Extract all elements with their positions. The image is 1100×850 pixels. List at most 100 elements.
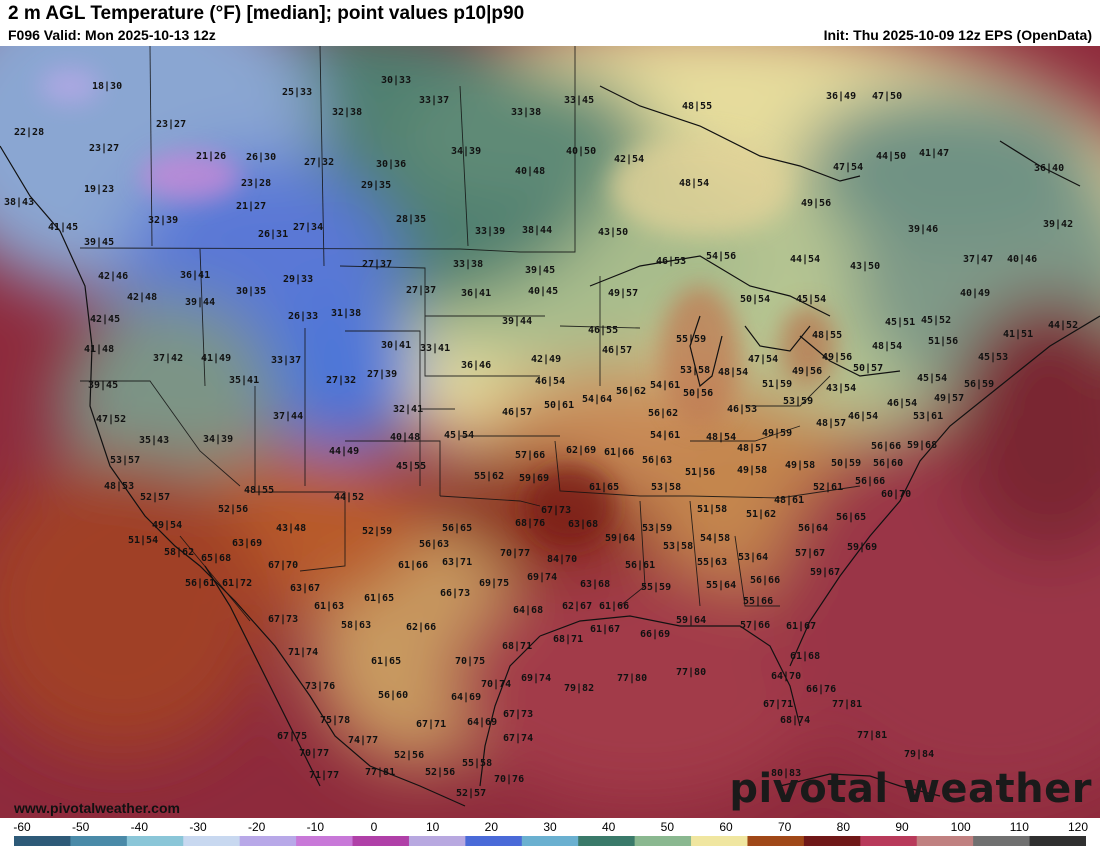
point-value: 58|62 [164, 547, 195, 558]
point-value: 43|48 [276, 523, 307, 534]
point-value: 61|63 [314, 601, 345, 612]
point-value: 60|70 [881, 489, 912, 500]
point-value: 55|66 [743, 596, 774, 607]
point-value: 40|45 [528, 286, 559, 297]
point-value: 46|57 [502, 407, 533, 418]
point-value: 67|73 [503, 709, 534, 720]
point-value: 45|54 [917, 373, 948, 384]
scale-tick-label: 70 [777, 820, 792, 834]
point-value: 42|45 [90, 314, 121, 325]
point-value: 30|35 [236, 286, 267, 297]
point-value: 47|52 [96, 414, 127, 425]
point-value: 49|56 [792, 366, 823, 377]
point-value: 21|26 [196, 151, 227, 162]
point-value: 46|54 [887, 398, 918, 409]
point-value: 23|27 [156, 119, 187, 130]
point-value: 56|61 [625, 560, 656, 571]
point-value: 40|48 [515, 166, 546, 177]
point-value: 47|54 [833, 162, 864, 173]
scale-tick-label: 20 [484, 820, 499, 834]
point-value-labels: 18|30 25|33 30|33 33|37 32|38 33|45 48|55 33|38… [0, 46, 1100, 818]
scale-segment [239, 836, 297, 846]
scale-segment [183, 836, 241, 846]
point-value: 63|68 [568, 519, 599, 530]
point-value: 61|66 [398, 560, 429, 571]
point-value: 56|61 [185, 578, 216, 589]
scale-tick-label: 120 [1067, 820, 1089, 834]
point-value: 27|32 [326, 375, 357, 386]
point-value: 44|52 [1048, 320, 1079, 331]
point-value: 52|56 [218, 504, 249, 515]
point-value: 27|32 [304, 157, 335, 168]
point-value: 73|76 [305, 681, 336, 692]
point-value: 67|74 [503, 733, 534, 744]
point-value: 70|74 [481, 679, 512, 690]
point-value: 50|59 [831, 458, 862, 469]
point-value: 39|45 [88, 380, 119, 391]
scale-segment [465, 836, 523, 846]
point-value: 36|46 [461, 360, 492, 371]
point-value: 27|34 [293, 222, 324, 233]
scale-segment [691, 836, 748, 846]
point-value: 61|66 [599, 601, 630, 612]
point-value: 49|58 [785, 460, 816, 471]
scale-bar [14, 836, 1086, 846]
point-value: 77|80 [676, 667, 707, 678]
point-value: 63|71 [442, 557, 473, 568]
point-value: 43|54 [826, 383, 857, 394]
point-value: 70|77 [500, 548, 531, 559]
point-value: 66|73 [440, 588, 471, 599]
point-value: 71|77 [309, 770, 340, 781]
point-value: 59|67 [810, 567, 841, 578]
point-value: 52|59 [362, 526, 393, 537]
point-value: 36|40 [1034, 163, 1065, 174]
point-value: 53|58 [680, 365, 711, 376]
point-value: 70|76 [494, 774, 525, 785]
scale-segment [70, 836, 128, 846]
point-value: 48|54 [872, 341, 903, 352]
point-value: 44|54 [790, 254, 821, 265]
point-value: 67|75 [277, 731, 308, 742]
point-value: 37|44 [273, 411, 304, 422]
point-value: 79|84 [904, 749, 935, 760]
site-url[interactable]: www.pivotalweather.com [14, 800, 180, 816]
point-value: 59|68 [907, 440, 938, 451]
scale-segment [126, 836, 184, 846]
point-value: 61|67 [590, 624, 621, 635]
point-value: 67|71 [763, 699, 794, 710]
point-value: 39|44 [502, 316, 533, 327]
point-value: 55|59 [641, 582, 672, 593]
scale-segment [803, 836, 861, 846]
point-value: 48|53 [104, 481, 135, 492]
point-value: 56|66 [871, 441, 902, 452]
point-value: 29|35 [361, 180, 392, 191]
point-value: 32|38 [332, 107, 363, 118]
point-value: 33|37 [419, 95, 450, 106]
point-value: 74|77 [348, 735, 379, 746]
temperature-map[interactable]: 18|30 25|33 30|33 33|37 32|38 33|45 48|55 33|38… [0, 46, 1100, 818]
map-title: 2 m AGL Temperature (°F) [median]; point… [8, 3, 525, 24]
point-value: 45|54 [796, 294, 827, 305]
point-value: 33|38 [511, 107, 542, 118]
point-value: 66|76 [806, 684, 837, 695]
point-value: 48|61 [774, 495, 805, 506]
point-value: 67|70 [268, 560, 299, 571]
point-value: 67|73 [268, 614, 299, 625]
point-value: 44|52 [334, 492, 365, 503]
scale-segment [352, 836, 410, 846]
point-value: 51|56 [928, 336, 959, 347]
point-value: 62|67 [562, 601, 593, 612]
point-value: 35|41 [229, 375, 260, 386]
point-value: 33|41 [420, 343, 451, 354]
point-value: 57|66 [740, 620, 771, 631]
point-value: 52|56 [394, 750, 425, 761]
point-value: 55|62 [474, 471, 505, 482]
point-value: 80|83 [771, 768, 802, 779]
point-value: 27|37 [362, 259, 393, 270]
scale-tick-label: -60 [13, 820, 31, 834]
point-value: 45|53 [978, 352, 1009, 363]
scale-tick-label: 80 [836, 820, 851, 834]
point-value: 48|57 [816, 418, 847, 429]
point-value: 21|27 [236, 201, 267, 212]
point-value: 23|28 [241, 178, 272, 189]
